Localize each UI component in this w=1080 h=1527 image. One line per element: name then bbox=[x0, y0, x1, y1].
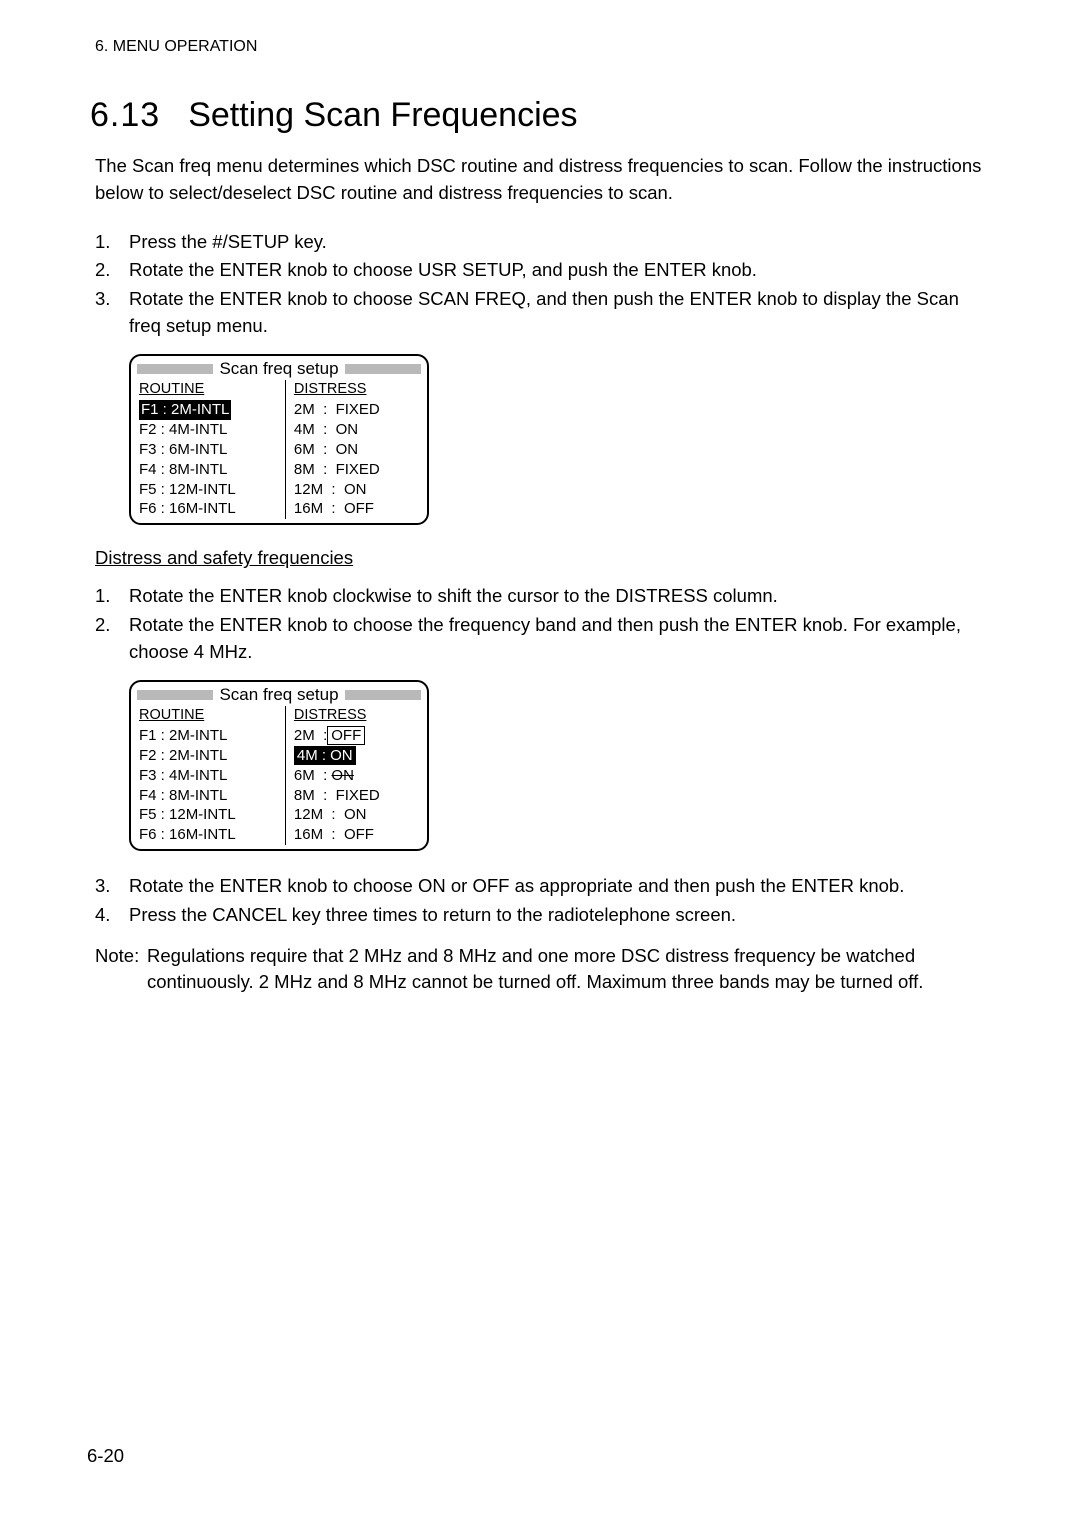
menu-row: 16M : OFF bbox=[294, 825, 419, 845]
lcd-scan-freq-1: Scan freq setup ROUTINE F1 : 2M-INTL F2 … bbox=[129, 354, 429, 525]
column-head-distress: DISTRESS bbox=[294, 706, 419, 725]
menu-row: 8M : FIXED bbox=[294, 460, 419, 480]
column-head-routine: ROUTINE bbox=[139, 380, 277, 399]
menu-row: 12M : ON bbox=[294, 805, 419, 825]
step-text: Press the CANCEL key three times to retu… bbox=[129, 902, 990, 929]
step-text: Rotate the ENTER knob to choose SCAN FRE… bbox=[129, 286, 990, 340]
note-label: Note: bbox=[95, 943, 147, 997]
step-number: 2. bbox=[95, 257, 129, 284]
title-bar-decoration bbox=[345, 364, 421, 374]
lcd-scan-freq-2: Scan freq setup ROUTINE F1 : 2M-INTL F2 … bbox=[129, 680, 429, 851]
menu-row: 12M : ON bbox=[294, 480, 419, 500]
menu-row: F5 : 12M-INTL bbox=[139, 805, 277, 825]
intro-paragraph: The Scan freq menu determines which DSC … bbox=[95, 153, 990, 207]
section-heading: 6.13 Setting Scan Frequencies bbox=[90, 96, 990, 135]
step-text: Rotate the ENTER knob to choose USR SETU… bbox=[129, 257, 990, 284]
menu-row: F3 : 4M-INTL bbox=[139, 766, 277, 786]
menu-row: F1 : 2M-INTL bbox=[139, 726, 277, 746]
steps-list-2: 1.Rotate the ENTER knob clockwise to shi… bbox=[95, 583, 990, 665]
menu-row: 8M : FIXED bbox=[294, 786, 419, 806]
menu-row: F6 : 16M-INTL bbox=[139, 825, 277, 845]
step-number: 1. bbox=[95, 229, 129, 256]
step-number: 2. bbox=[95, 612, 129, 666]
menu-row: F2 : 4M-INTL bbox=[139, 420, 277, 440]
step-number: 1. bbox=[95, 583, 129, 610]
breadcrumb: 6. MENU OPERATION bbox=[95, 38, 990, 56]
note-body: Regulations require that 2 MHz and 8 MHz… bbox=[147, 943, 990, 997]
step-text: Rotate the ENTER knob to choose the freq… bbox=[129, 612, 990, 666]
menu-row-selected: 4M :ON bbox=[294, 746, 419, 766]
lcd-title: Scan freq setup bbox=[219, 684, 338, 706]
column-head-routine: ROUTINE bbox=[139, 706, 277, 725]
menu-row: F5 : 12M-INTL bbox=[139, 480, 277, 500]
menu-row-selected: F1 : 2M-INTL bbox=[139, 400, 231, 420]
page-number: 6-20 bbox=[87, 1445, 124, 1467]
step-number: 4. bbox=[95, 902, 129, 929]
section-number: 6.13 bbox=[90, 96, 160, 134]
step-text: Rotate the ENTER knob to choose ON or OF… bbox=[129, 873, 990, 900]
column-head-distress: DISTRESS bbox=[294, 380, 419, 399]
menu-row: F2 : 2M-INTL bbox=[139, 746, 277, 766]
step-number: 3. bbox=[95, 873, 129, 900]
menu-row: 6M : ON bbox=[294, 766, 419, 786]
menu-row: F4 : 8M-INTL bbox=[139, 786, 277, 806]
step-number: 3. bbox=[95, 286, 129, 340]
steps-list-3: 3.Rotate the ENTER knob to choose ON or … bbox=[95, 873, 990, 929]
menu-row: 6M : ON bbox=[294, 440, 419, 460]
menu-row: 16M : OFF bbox=[294, 499, 419, 519]
note-paragraph: Note: Regulations require that 2 MHz and… bbox=[95, 943, 990, 997]
section-title: Setting Scan Frequencies bbox=[188, 96, 577, 134]
title-bar-decoration bbox=[137, 364, 213, 374]
menu-row: F3 : 6M-INTL bbox=[139, 440, 277, 460]
step-text: Press the #/SETUP key. bbox=[129, 229, 990, 256]
step-text: Rotate the ENTER knob clockwise to shift… bbox=[129, 583, 990, 610]
title-bar-decoration bbox=[345, 690, 421, 700]
steps-list-1: 1.Press the #/SETUP key. 2.Rotate the EN… bbox=[95, 229, 990, 340]
menu-row: 2M :OFF bbox=[294, 726, 419, 746]
menu-row: 4M : ON bbox=[294, 420, 419, 440]
subheading-distress-safety: Distress and safety frequencies bbox=[95, 547, 990, 569]
menu-row: F6 : 16M-INTL bbox=[139, 499, 277, 519]
lcd-title: Scan freq setup bbox=[219, 358, 338, 380]
menu-row: 2M : FIXED bbox=[294, 400, 419, 420]
title-bar-decoration bbox=[137, 690, 213, 700]
menu-row: F4 : 8M-INTL bbox=[139, 460, 277, 480]
